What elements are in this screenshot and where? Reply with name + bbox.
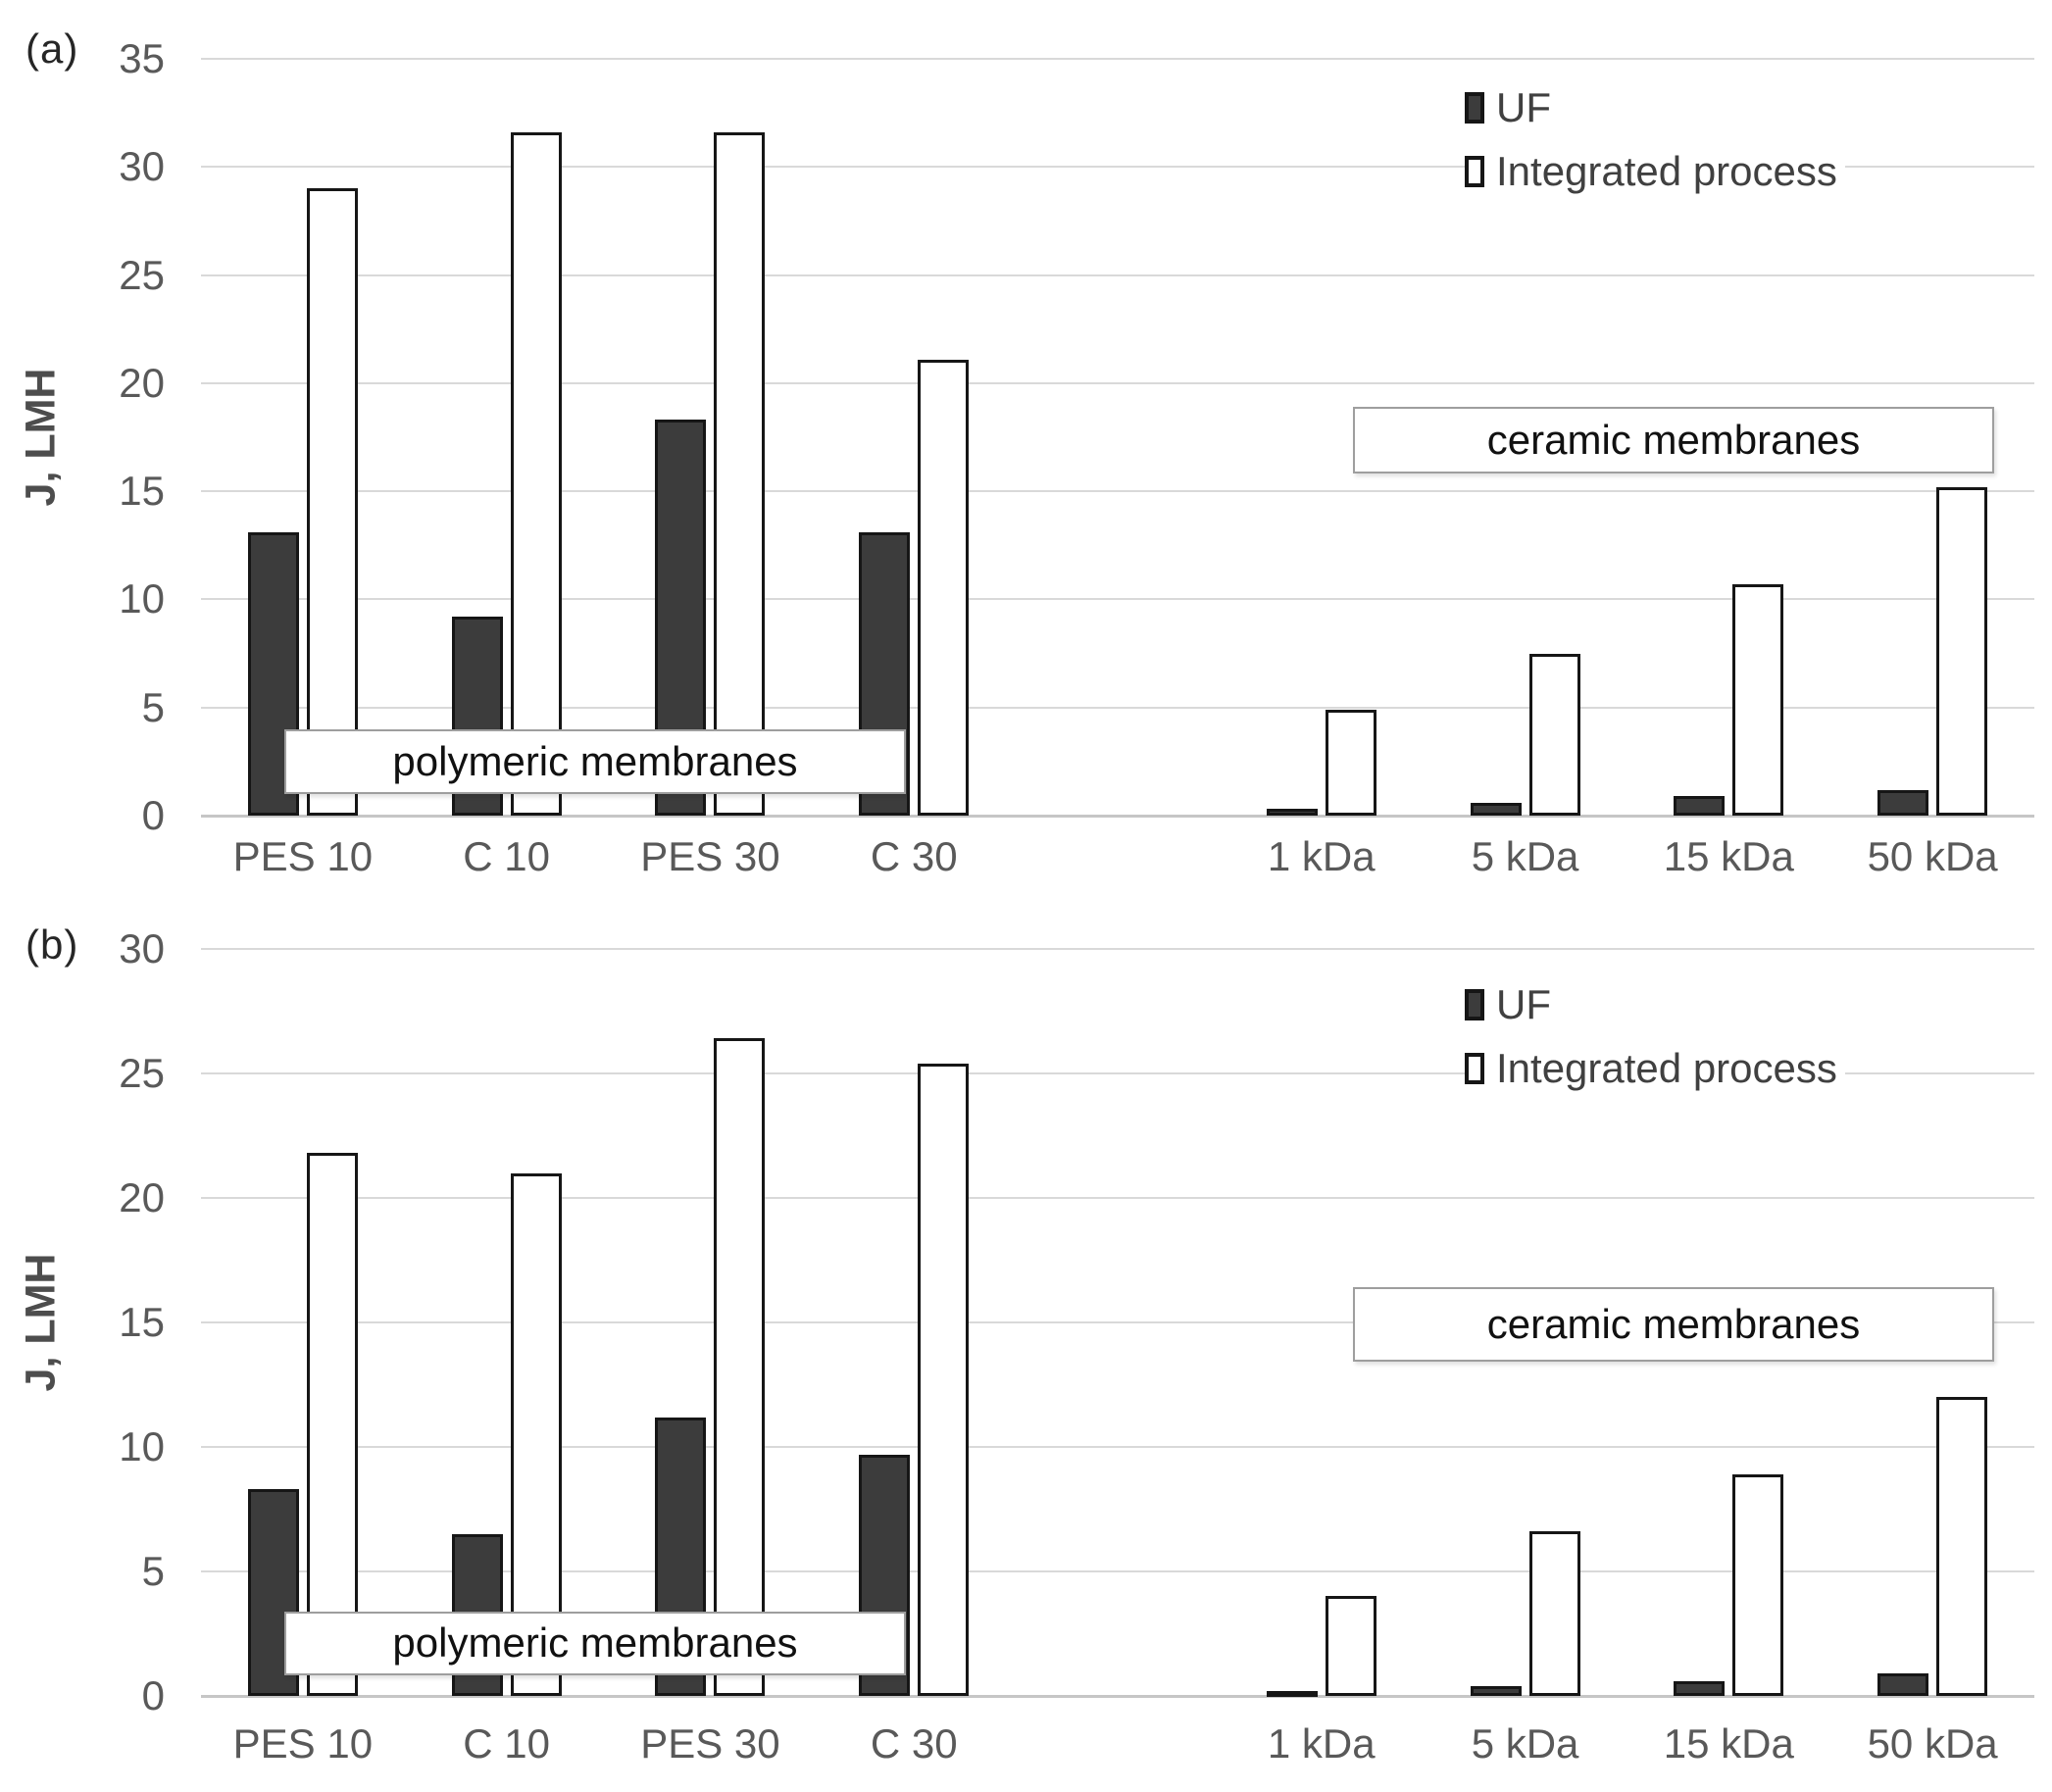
bar-uf-5-kda <box>1470 802 1522 816</box>
y-tick-label: 25 <box>119 1050 165 1096</box>
bar-integrated-pes-10 <box>306 1153 358 1696</box>
bar-integrated-1-kda <box>1325 1596 1376 1696</box>
bar-integrated-pes-10 <box>306 188 358 816</box>
annotation-label: polymeric membranes <box>392 1619 798 1667</box>
panel-label-a: (a) <box>25 25 79 72</box>
uf-legend-swatch-icon <box>1465 989 1484 1020</box>
y-tick-label: 20 <box>119 359 165 406</box>
y-tick-label: 15 <box>119 1299 165 1345</box>
y-tick-label: 0 <box>141 1672 165 1718</box>
annotation-polymeric-membranes: polymeric membranes <box>284 728 906 794</box>
x-category-label: C 10 <box>463 1720 551 1767</box>
gridline-y15 <box>201 1321 2034 1323</box>
bar-integrated-15-kda <box>1732 583 1784 816</box>
y-tick-label: 5 <box>141 683 165 730</box>
bar-uf-pes-10 <box>247 532 299 816</box>
bar-integrated-pes-30 <box>714 1038 766 1696</box>
x-category-label: 15 kDa <box>1663 1720 1794 1767</box>
integrated-process-legend-swatch-icon <box>1465 1053 1484 1084</box>
gridline-y25 <box>201 1072 2034 1074</box>
bar-uf-50-kda <box>1877 1673 1929 1696</box>
gridline-y5 <box>201 706 2034 709</box>
x-category-label: PES 10 <box>232 833 374 879</box>
y-tick-label: 10 <box>119 575 165 622</box>
bar-integrated-50-kda <box>1936 486 1988 816</box>
x-category-label: C 10 <box>463 833 551 879</box>
legend-label: Integrated process <box>1496 1045 1837 1091</box>
panel-label-b: (b) <box>25 921 79 968</box>
annotation-label: ceramic membranes <box>1486 1300 1861 1347</box>
bar-integrated-c-10 <box>510 1172 562 1696</box>
legend-row-uf: UF <box>1465 84 1559 131</box>
bar-integrated-c-10 <box>510 131 562 816</box>
bar-integrated-5-kda <box>1528 1531 1580 1696</box>
annotation-ceramic-membranes: ceramic membranes <box>1353 407 1994 474</box>
bar-integrated-pes-30 <box>714 131 766 816</box>
annotation-label: polymeric membranes <box>392 737 798 784</box>
bar-integrated-1-kda <box>1325 709 1376 816</box>
gridline-y5 <box>201 1570 2034 1572</box>
bar-uf-1-kda <box>1266 809 1318 816</box>
x-category-label: PES 10 <box>232 1720 374 1767</box>
bar-uf-15-kda <box>1674 1680 1726 1696</box>
bar-integrated-5-kda <box>1528 653 1580 816</box>
integrated-process-legend-swatch-icon <box>1465 156 1484 187</box>
legend-row-integrated-process: Integrated process <box>1465 1045 1845 1092</box>
bar-integrated-50-kda <box>1936 1397 1988 1696</box>
y-tick-label: 15 <box>119 468 165 515</box>
y-tick-label: 0 <box>141 792 165 838</box>
gridline-y15 <box>201 490 2034 493</box>
gridline-y35 <box>201 58 2034 60</box>
y-tick-label: 20 <box>119 1174 165 1220</box>
legend-row-uf: UF <box>1465 981 1559 1028</box>
x-category-label: 1 kDa <box>1267 1720 1376 1767</box>
x-category-label: 50 kDa <box>1867 833 1998 879</box>
bar-integrated-c-30 <box>918 359 970 816</box>
bar-uf-50-kda <box>1877 789 1929 816</box>
x-category-label: 15 kDa <box>1663 833 1794 879</box>
x-category-label: 50 kDa <box>1867 1720 1998 1767</box>
legend-label: UF <box>1496 84 1551 130</box>
gridline-y10 <box>201 1446 2034 1448</box>
bar-uf-15-kda <box>1674 796 1726 816</box>
x-axis-line <box>201 1695 2034 1698</box>
gridline-y20 <box>201 381 2034 384</box>
x-category-label: 1 kDa <box>1267 833 1376 879</box>
x-category-label: PES 30 <box>640 833 780 879</box>
gridline-y20 <box>201 1197 2034 1199</box>
annotation-ceramic-membranes: ceramic membranes <box>1353 1287 1994 1362</box>
bar-integrated-c-30 <box>918 1063 970 1696</box>
annotation-polymeric-membranes: polymeric membranes <box>284 1611 906 1675</box>
gridline-y10 <box>201 598 2034 601</box>
x-category-label: C 30 <box>870 833 958 879</box>
y-tick-label: 35 <box>119 35 165 81</box>
x-category-label: 5 kDa <box>1471 833 1579 879</box>
bar-integrated-15-kda <box>1732 1473 1784 1696</box>
y-tick-label: 10 <box>119 1423 165 1469</box>
uf-legend-swatch-icon <box>1465 92 1484 124</box>
legend-label: Integrated process <box>1496 148 1837 194</box>
y-tick-label: 5 <box>141 1548 165 1594</box>
y-tick-label: 30 <box>119 143 165 190</box>
bar-uf-1-kda <box>1266 1690 1318 1697</box>
annotation-label: ceramic membranes <box>1486 417 1861 464</box>
y-tick-label: 25 <box>119 251 165 298</box>
x-category-label: 5 kDa <box>1471 1720 1579 1767</box>
gridline-y25 <box>201 274 2034 276</box>
x-category-label: C 30 <box>870 1720 958 1767</box>
x-axis-line <box>201 815 2034 818</box>
gridline-y30 <box>201 166 2034 169</box>
bar-uf-5-kda <box>1470 1685 1522 1696</box>
legend-label: UF <box>1496 981 1551 1027</box>
legend-row-integrated-process: Integrated process <box>1465 148 1845 195</box>
gridline-y30 <box>201 948 2034 950</box>
y-tick-label: 30 <box>119 925 165 971</box>
x-category-label: PES 30 <box>640 1720 780 1767</box>
